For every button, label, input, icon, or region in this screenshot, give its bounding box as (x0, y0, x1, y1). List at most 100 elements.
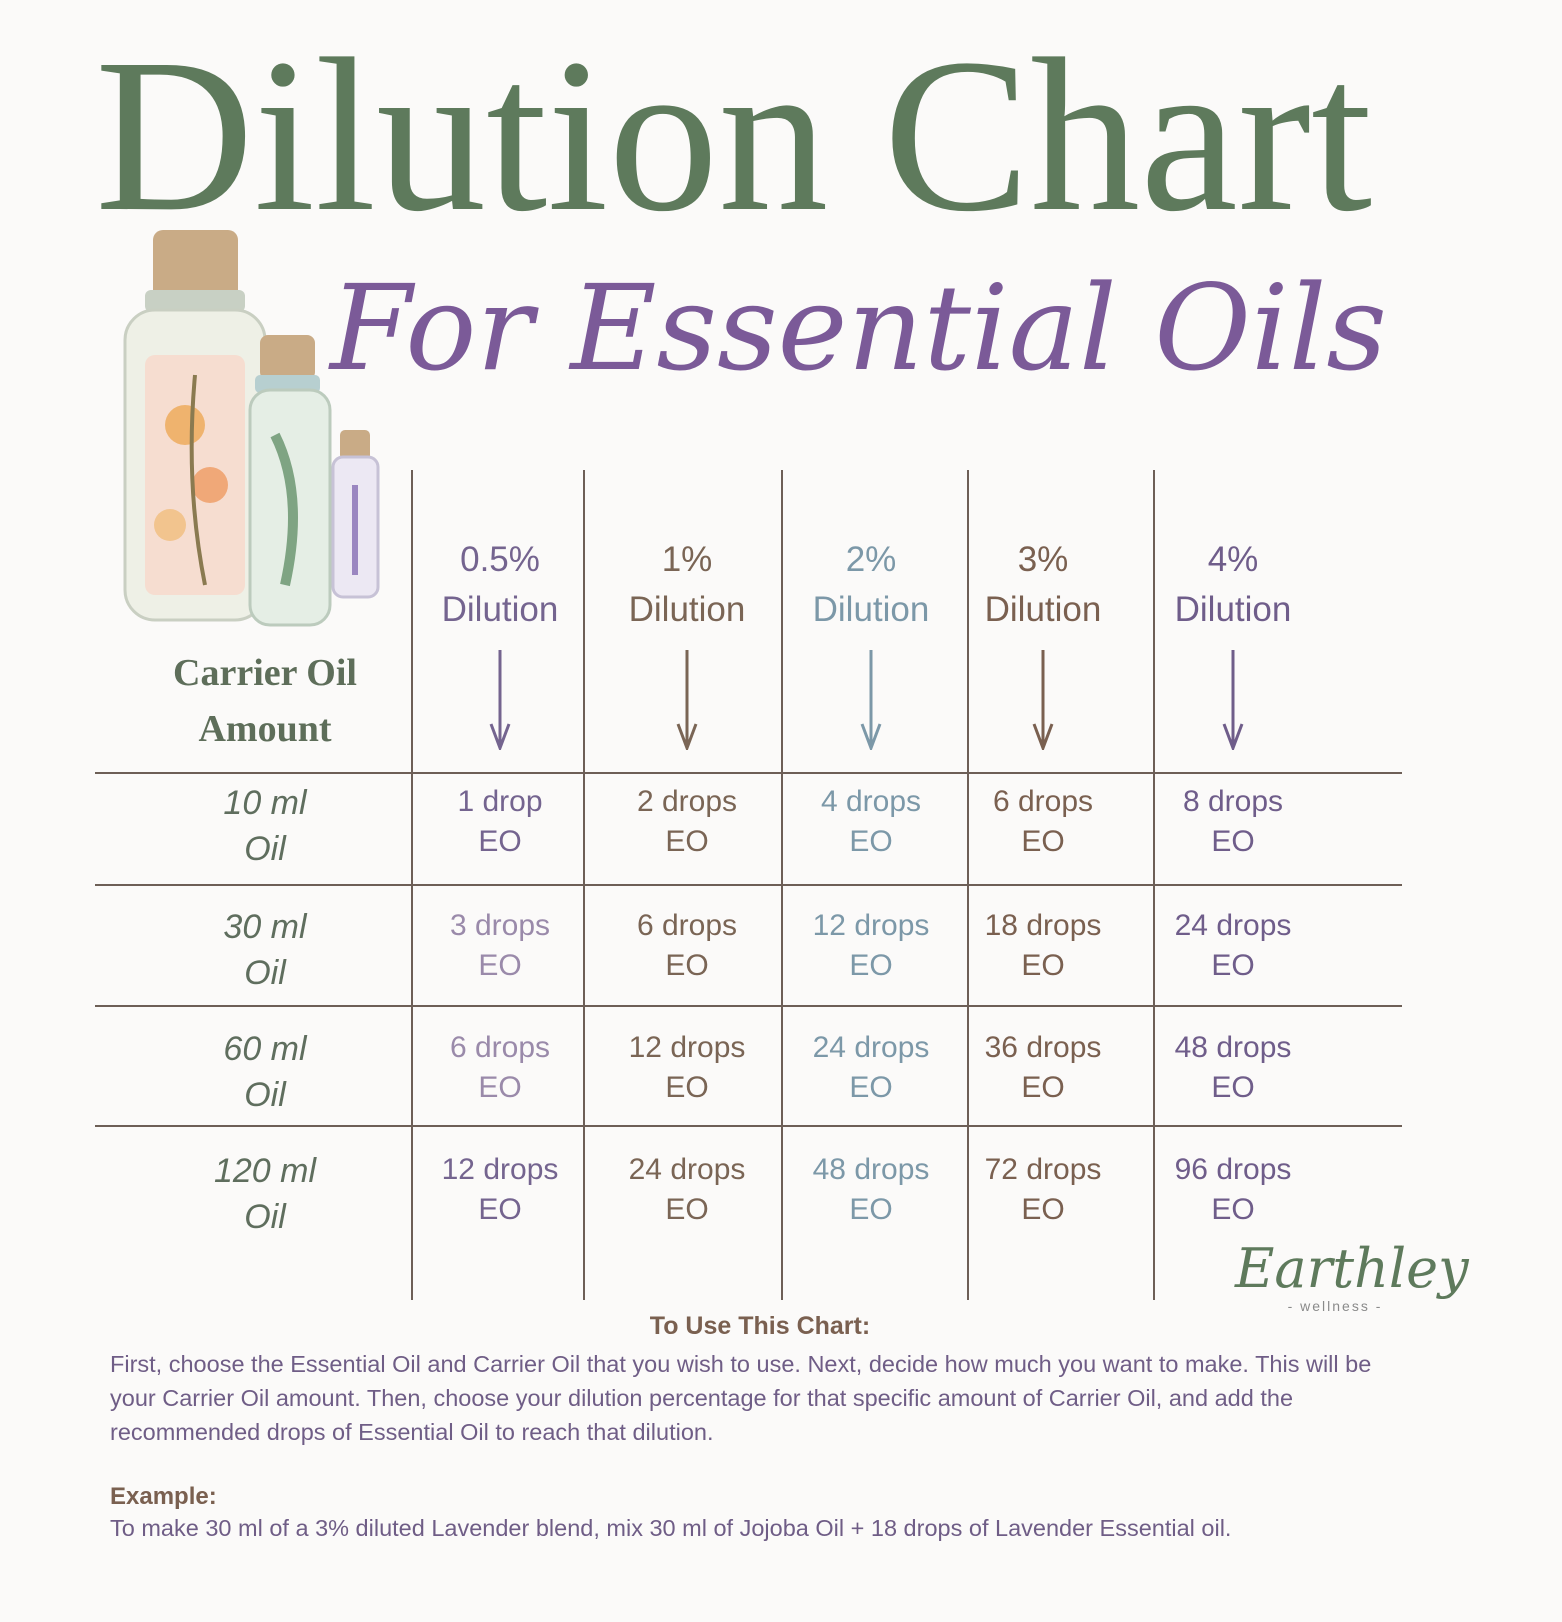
drops-suffix: EO (1211, 949, 1255, 982)
drops-value: 48 drops (812, 1153, 930, 1186)
row-divider (95, 884, 1402, 886)
drops-suffix: EO (478, 1193, 522, 1226)
drops-cell: 6 drops EO (953, 782, 1133, 862)
drops-cell: 6 drops EO (597, 906, 777, 986)
drops-value: 6 drops (636, 909, 738, 942)
dilution-label: Dilution (628, 590, 746, 629)
arrow-down-icon (1032, 650, 1054, 750)
drops-cell: 12 drops EO (781, 906, 961, 986)
drops-suffix: EO (1021, 1193, 1065, 1226)
drops-value: 12 drops (628, 1031, 746, 1064)
instructions: To Use This Chart: First, choose the Ess… (110, 1312, 1410, 1545)
drops-cell: 24 drops EO (597, 1150, 777, 1230)
drops-cell: 8 drops EO (1143, 782, 1323, 862)
amount-unit: Oil (244, 954, 286, 992)
dilution-percent: 4% (1207, 540, 1259, 579)
dilution-percent: 3% (1017, 540, 1069, 579)
dilution-percent: 1% (661, 540, 713, 579)
dilution-header: 3% Dilution (953, 535, 1133, 635)
drops-suffix: EO (478, 825, 522, 858)
arrow-down-icon (676, 650, 698, 750)
instructions-title: To Use This Chart: (649, 1312, 871, 1340)
carrier-amount: 10 ml Oil (160, 780, 370, 872)
amount-value: 60 ml (223, 1030, 307, 1068)
drops-value: 72 drops (984, 1153, 1102, 1186)
drops-suffix: EO (849, 1071, 893, 1104)
drops-suffix: EO (849, 825, 893, 858)
page-subtitle: For Essential Oils (330, 259, 1387, 397)
drops-suffix: EO (478, 949, 522, 982)
dilution-label: Dilution (812, 590, 930, 629)
logo-subtext: - wellness - (1287, 1298, 1383, 1314)
drops-cell: 36 drops EO (953, 1028, 1133, 1108)
drops-cell: 96 drops EO (1143, 1150, 1323, 1230)
amount-value: 30 ml (223, 908, 307, 946)
page-title: Dilution Chart (95, 13, 1373, 257)
dilution-percent: 0.5% (460, 540, 540, 579)
arrow-down-icon (1222, 650, 1244, 750)
drops-value: 24 drops (812, 1031, 930, 1064)
drops-suffix: EO (849, 949, 893, 982)
drops-value: 6 drops (449, 1031, 551, 1064)
drops-cell: 48 drops EO (1143, 1028, 1323, 1108)
amount-unit: Oil (244, 830, 286, 868)
dilution-header: 1% Dilution (597, 535, 777, 635)
row-divider (95, 1125, 1402, 1127)
drops-cell: 12 drops EO (410, 1150, 590, 1230)
dilution-header: 4% Dilution (1143, 535, 1323, 635)
drops-cell: 1 drop EO (410, 782, 590, 862)
drops-cell: 24 drops EO (1143, 906, 1323, 986)
drops-suffix: EO (849, 1193, 893, 1226)
drops-suffix: EO (1021, 1071, 1065, 1104)
dilution-header: 2% Dilution (781, 535, 961, 635)
logo-text: Earthley (1235, 1237, 1469, 1300)
dilution-label: Dilution (441, 590, 559, 629)
drops-value: 24 drops (628, 1153, 746, 1186)
drops-value: 36 drops (984, 1031, 1102, 1064)
drops-value: 1 drop (457, 785, 543, 818)
drops-suffix: EO (1211, 1193, 1255, 1226)
drops-value: 4 drops (820, 785, 922, 818)
carrier-amount: 120 ml Oil (160, 1148, 370, 1240)
arrow-down-icon (860, 650, 882, 750)
drops-value: 3 drops (449, 909, 551, 942)
drops-suffix: EO (665, 1193, 709, 1226)
drops-cell: 48 drops EO (781, 1150, 961, 1230)
example-title: Example: (110, 1483, 217, 1510)
amount-value: 10 ml (223, 784, 307, 822)
drops-value: 24 drops (1174, 909, 1292, 942)
drops-suffix: EO (1021, 825, 1065, 858)
carrier-amount: 30 ml Oil (160, 904, 370, 996)
drops-suffix: EO (478, 1071, 522, 1104)
amount-value: 120 ml (213, 1152, 317, 1190)
drops-cell: 72 drops EO (953, 1150, 1133, 1230)
dilution-label: Dilution (984, 590, 1102, 629)
drops-cell: 24 drops EO (781, 1028, 961, 1108)
dilution-percent: 2% (845, 540, 897, 579)
example-body: To make 30 ml of a 3% diluted Lavender b… (110, 1515, 1232, 1541)
carrier-amount: 60 ml Oil (160, 1026, 370, 1118)
arrow-down-icon (489, 650, 511, 750)
drops-cell: 3 drops EO (410, 906, 590, 986)
drops-suffix: EO (665, 1071, 709, 1104)
drops-suffix: EO (1021, 949, 1065, 982)
row-divider (95, 772, 1402, 774)
drops-suffix: EO (665, 825, 709, 858)
dilution-header: 0.5% Dilution (410, 535, 590, 635)
drops-cell: 6 drops EO (410, 1028, 590, 1108)
drops-cell: 18 drops EO (953, 906, 1133, 986)
drops-value: 12 drops (441, 1153, 559, 1186)
brand-logo: Earthley - wellness - (1235, 1237, 1469, 1315)
drops-value: 18 drops (984, 909, 1102, 942)
drops-value: 8 drops (1182, 785, 1284, 818)
drops-suffix: EO (1211, 1071, 1255, 1104)
dilution-label: Dilution (1174, 590, 1292, 629)
carrier-oil-header: Carrier Oil Amount (140, 645, 390, 757)
instructions-body: First, choose the Essential Oil and Carr… (110, 1351, 1372, 1445)
carrier-header-line2: Amount (198, 708, 332, 750)
drops-value: 96 drops (1174, 1153, 1292, 1186)
drops-cell: 2 drops EO (597, 782, 777, 862)
amount-unit: Oil (244, 1076, 286, 1114)
drops-value: 2 drops (636, 785, 738, 818)
drops-suffix: EO (665, 949, 709, 982)
